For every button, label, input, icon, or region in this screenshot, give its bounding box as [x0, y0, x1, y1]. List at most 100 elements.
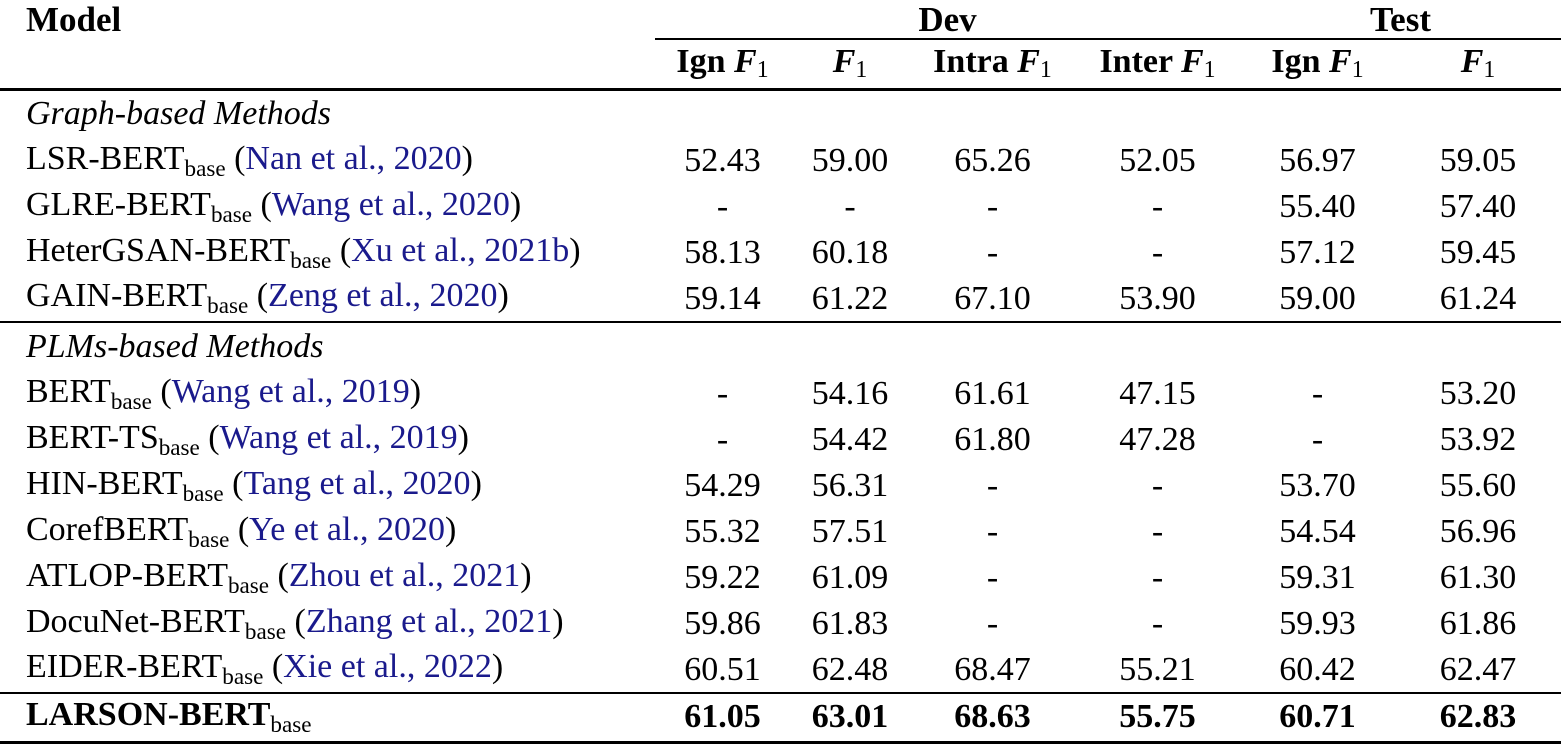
column-header-test-ign-f1: Ign F1 — [1240, 39, 1395, 91]
f-symbol: F — [832, 43, 856, 81]
model-subscript: base — [207, 292, 249, 319]
score-cell: - — [716, 421, 729, 458]
score-cell: 60.71 — [1240, 693, 1395, 744]
column-header-prefix: Inter — [1099, 43, 1181, 81]
score-cell: 59.14 — [655, 276, 790, 323]
score-cell: 52.43 — [684, 142, 761, 179]
citation-link[interactable]: Wang et al., 2020 — [271, 185, 510, 223]
citation-link[interactable]: Tang et al., 2020 — [243, 464, 471, 502]
dev-group-header: Dev — [655, 0, 1240, 40]
score-cell: 61.83 — [811, 605, 889, 642]
score-cell: 54.42 — [811, 421, 889, 458]
score-cell: - — [1151, 234, 1164, 271]
model-name: BERT — [26, 372, 111, 410]
score-cell: - — [1151, 467, 1164, 504]
cite-paren-close: ) — [457, 418, 469, 456]
cite-paren-close: ) — [497, 277, 509, 315]
column-header-dev-f1: F1 — [790, 39, 910, 91]
score-cell: 59.00 — [811, 142, 889, 179]
model-cell: DocuNet-BERTbase (Zhang et al., 2021) — [0, 601, 655, 647]
score-cell: 55.21 — [1075, 647, 1240, 694]
f-subscript: 1 — [1351, 57, 1364, 84]
score-cell: - — [844, 188, 856, 225]
score-cell: 55.60 — [1439, 467, 1517, 504]
model-name: GLRE-BERT — [26, 185, 211, 223]
model-cell: LSR-BERTbase (Nan et al., 2020) — [0, 138, 655, 184]
model-name: DocuNet-BERT — [26, 602, 245, 640]
model-subscript: base — [182, 480, 224, 507]
f-symbol: F — [1329, 43, 1352, 81]
cite-paren-open: ( — [285, 602, 306, 640]
section-title-plms-based: PLMs-based Methods — [26, 328, 324, 365]
model-name: CorefBERT — [26, 510, 189, 548]
model-subscript: base — [158, 434, 200, 461]
citation-link[interactable]: Xie et al., 2022 — [283, 648, 492, 686]
column-header-dev-ign-f1: Ign F1 — [655, 39, 790, 91]
score-cell: 59.05 — [1439, 142, 1517, 179]
f-symbol: F — [1460, 43, 1484, 81]
citation-link[interactable]: Wang et al., 2019 — [219, 418, 458, 456]
column-header-prefix: Ign — [676, 43, 735, 81]
column-header-dev-inter-f1: Inter F1 — [1075, 39, 1240, 91]
column-header-dev-intra-f1: Intra F1 — [910, 39, 1075, 91]
cite-paren-close: ) — [552, 602, 564, 640]
score-cell: - — [716, 375, 729, 412]
score-cell: 54.29 — [684, 467, 761, 504]
cite-paren-open: ( — [252, 185, 272, 223]
table-row-docunet-bert: DocuNet-BERTbase (Zhang et al., 2021) 59… — [0, 601, 1561, 647]
cite-paren-close: ) — [491, 648, 504, 686]
score-cell: - — [716, 188, 729, 225]
score-cell: 61.30 — [1439, 559, 1517, 596]
section-header-row: PLMs-based Methods — [0, 322, 1561, 371]
score-cell: 68.63 — [910, 693, 1075, 744]
score-cell: 61.61 — [954, 375, 1031, 412]
f-subscript: 1 — [1203, 57, 1216, 84]
table-row-lsr-bert: LSR-BERTbase (Nan et al., 2020) 52.43 59… — [0, 138, 1561, 184]
model-subscript: base — [184, 155, 226, 182]
cite-paren-open: ( — [223, 464, 244, 502]
score-cell: 61.24 — [1395, 276, 1561, 323]
cite-paren-open: ( — [331, 231, 352, 269]
cite-paren-close: ) — [461, 139, 473, 177]
citation-link[interactable]: Ye et al., 2020 — [249, 510, 445, 548]
citation-link[interactable]: Nan et al., 2020 — [245, 139, 462, 177]
score-cell: 55.32 — [684, 513, 761, 550]
score-cell: - — [1151, 513, 1164, 550]
citation-link[interactable]: Zhang et al., 2021 — [305, 602, 553, 640]
model-name: LARSON-BERT — [26, 695, 271, 733]
section-header-row: Graph-based Methods — [0, 89, 1561, 138]
f-symbol: F — [1017, 43, 1040, 81]
table-row-corefbert: CorefBERTbase (Ye et al., 2020) 55.32 57… — [0, 509, 1561, 555]
score-cell: 56.31 — [811, 467, 889, 504]
table-row-eider-bert: EIDER-BERTbase (Xie et al., 2022) 60.51 … — [0, 647, 1561, 694]
cite-paren-open: ( — [199, 418, 220, 456]
score-cell: 54.16 — [811, 375, 889, 412]
f-symbol: F — [734, 43, 757, 81]
model-subscript: base — [227, 572, 270, 599]
cite-paren-close: ) — [409, 372, 422, 410]
score-cell: - — [1151, 559, 1164, 596]
column-header-prefix: Intra — [933, 43, 1018, 81]
table-row-hetergsan-bert: HeterGSAN-BERTbase (Xu et al., 2021b) 58… — [0, 230, 1561, 276]
score-cell: 62.83 — [1395, 693, 1561, 744]
cite-paren-open: ( — [229, 510, 250, 548]
score-cell: 59.93 — [1279, 605, 1356, 642]
model-cell: EIDER-BERTbase (Xie et al., 2022) — [0, 647, 655, 694]
score-cell: 53.70 — [1279, 467, 1356, 504]
score-cell: 67.10 — [910, 276, 1075, 323]
score-cell: 55.75 — [1075, 693, 1240, 744]
citation-link[interactable]: Xu et al., 2021b — [351, 231, 570, 269]
score-cell: 61.09 — [811, 559, 889, 596]
column-header-test-f1: F1 — [1395, 39, 1561, 91]
citation-link[interactable]: Zhou et al., 2021 — [288, 556, 521, 594]
citation-link[interactable]: Wang et al., 2019 — [171, 372, 410, 410]
model-name: HIN-BERT — [26, 464, 183, 502]
column-header-prefix: Ign — [1271, 43, 1330, 81]
citation-link[interactable]: Zeng et al., 2020 — [268, 277, 498, 315]
score-cell: 57.40 — [1439, 188, 1517, 225]
score-cell: 54.54 — [1279, 513, 1356, 550]
model-subscript: base — [244, 618, 286, 645]
score-cell: 53.20 — [1439, 375, 1517, 412]
score-cell: - — [986, 467, 999, 504]
